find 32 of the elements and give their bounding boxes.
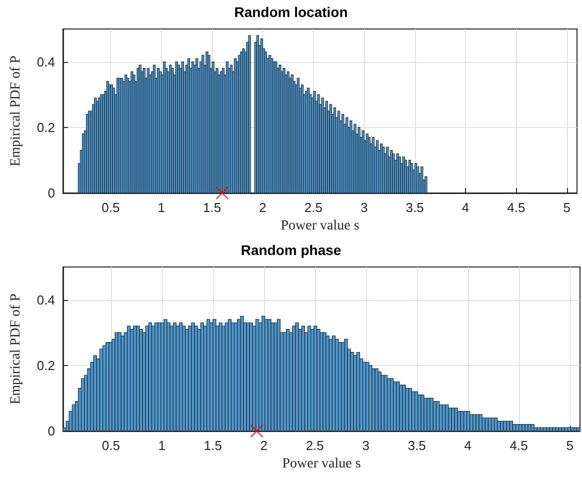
y-tick-label: 0.4 bbox=[36, 292, 55, 308]
x-tick-label: 2.5 bbox=[304, 200, 322, 215]
x-tick-label: 4.5 bbox=[510, 438, 528, 453]
x-tick-label: 2 bbox=[259, 200, 266, 215]
y-tick-label: 0 bbox=[48, 186, 55, 200]
x-tick-label: 3 bbox=[360, 200, 368, 215]
chart-title: Random phase bbox=[240, 242, 342, 258]
x-tick-label: 1.5 bbox=[204, 438, 222, 453]
x-tick-label: 1 bbox=[158, 438, 166, 453]
x-tick-label: 5 bbox=[563, 200, 570, 215]
x-tick-label: 4.5 bbox=[507, 200, 526, 215]
x-tick-label: 5 bbox=[566, 438, 574, 453]
y-tick-label: 0.2 bbox=[36, 120, 55, 135]
y-tick-label: 0 bbox=[48, 424, 55, 438]
chart-title: Random location bbox=[234, 4, 348, 20]
x-tick-label: 1 bbox=[158, 200, 165, 215]
x-tick-label: 2.5 bbox=[306, 438, 324, 453]
x-axis-title: Power value s bbox=[282, 456, 361, 472]
x-tick-label: 1.5 bbox=[202, 200, 222, 215]
x-tick-label: 4 bbox=[464, 438, 472, 453]
x-axis-title: Power value s bbox=[280, 218, 360, 234]
x-tick-label: 0.5 bbox=[102, 200, 120, 215]
x-tick-label: 2 bbox=[260, 438, 268, 453]
y-tick-label: 0.2 bbox=[36, 358, 55, 373]
x-tick-label: 3 bbox=[362, 438, 370, 453]
x-tick-label: 3.5 bbox=[406, 200, 424, 215]
x-tick-label: 3.5 bbox=[408, 438, 426, 453]
y-axis-title: Empirical PDF of P bbox=[8, 55, 24, 166]
y-axis-title: Empirical PDF of P bbox=[8, 293, 24, 404]
x-tick-label: 0.5 bbox=[102, 438, 120, 453]
x-tick-label: 4 bbox=[462, 200, 470, 215]
y-tick-label: 0.4 bbox=[36, 54, 55, 70]
